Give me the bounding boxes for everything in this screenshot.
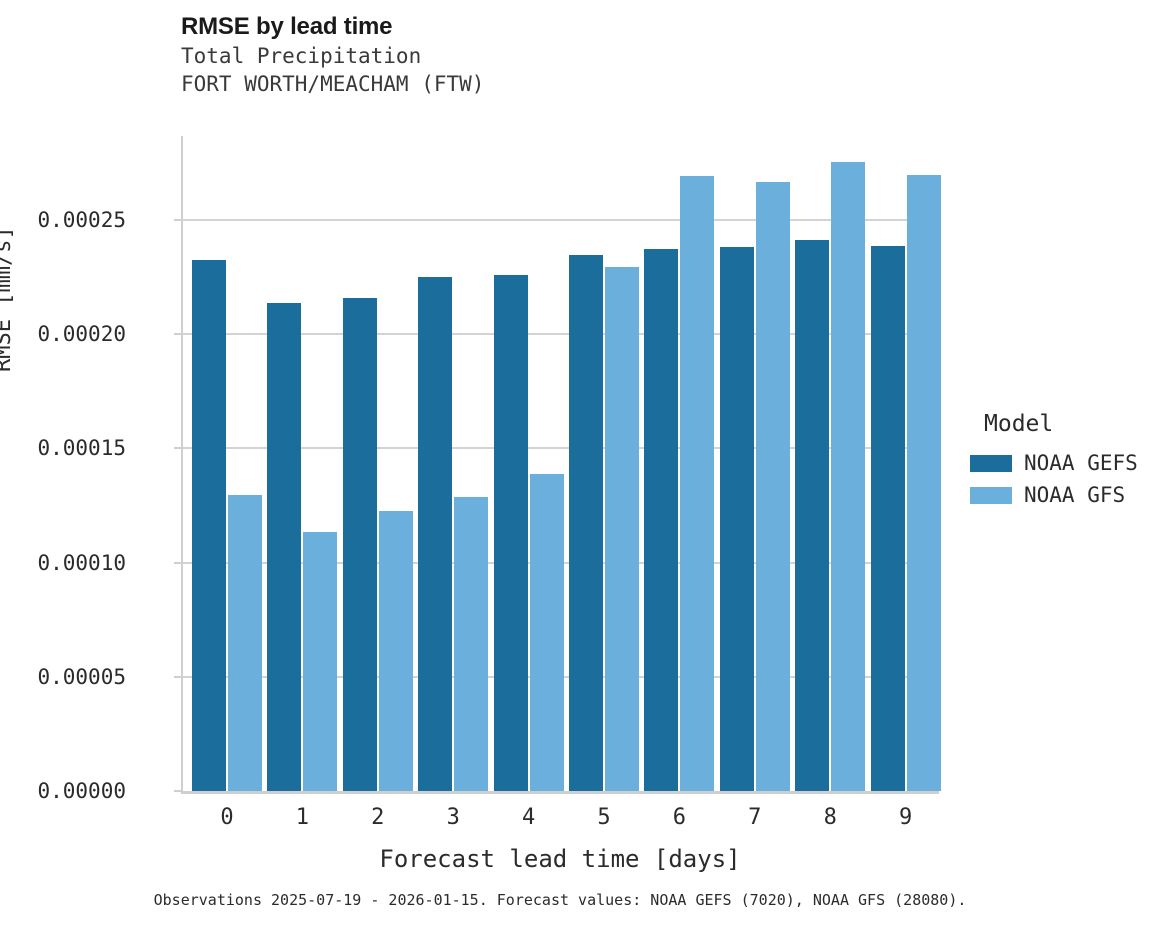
- x-axis-line: [181, 791, 939, 794]
- bar-noaa-gefs-day-1: [267, 302, 302, 791]
- bar-noaa-gefs-day-4: [493, 274, 528, 791]
- title-block: RMSE by lead time Total Precipitation FO…: [181, 12, 941, 98]
- bar-noaa-gfs-day-2: [378, 510, 413, 791]
- x-tick-label-3: 3: [446, 805, 460, 830]
- bar-noaa-gfs-day-0: [228, 495, 262, 791]
- bar-noaa-gfs-day-9: [906, 175, 941, 791]
- bar-noaa-gfs-day-8: [831, 162, 866, 791]
- legend-swatch-icon: [970, 454, 1012, 472]
- x-axis-tick-labels: 0 1 2 3 4 5 6 7 8 9: [181, 806, 939, 836]
- bar-noaa-gfs-day-6: [680, 176, 715, 791]
- x-tick-label-9: 9: [898, 805, 913, 830]
- y-tick-mark: [174, 675, 181, 678]
- x-tick-label-5: 5: [597, 805, 611, 830]
- bar-noaa-gefs-day-6: [644, 248, 679, 791]
- x-tick-label-1: 1: [295, 805, 310, 830]
- x-tick-label-0: 0: [220, 805, 234, 830]
- x-tick-label-8: 8: [823, 805, 837, 830]
- gridline: [183, 447, 939, 450]
- bar-noaa-gfs-day-5: [605, 266, 639, 791]
- y-tick-label: 0.00020: [37, 322, 126, 347]
- legend-item-noaa-gefs[interactable]: NOAA GEFS: [970, 448, 1170, 478]
- legend-swatch-icon: [970, 486, 1012, 504]
- bar-noaa-gefs-day-9: [870, 245, 905, 791]
- x-tick-label-4: 4: [521, 805, 536, 830]
- chart-title: RMSE by lead time: [181, 13, 393, 40]
- y-tick-mark: [174, 219, 181, 221]
- y-tick-label: 0.00000: [37, 779, 126, 803]
- y-tick-mark: [174, 561, 181, 564]
- legend-label: NOAA GFS: [1024, 482, 1126, 507]
- plot-area: [174, 136, 941, 794]
- legend-label: NOAA GEFS: [1024, 450, 1138, 475]
- y-tick-label: 0.00015: [37, 436, 126, 461]
- y-axis-tick-labels: 0.00000 0.00005 0.00010 0.00015 0.00020 0.000…: [0, 136, 126, 802]
- y-tick-mark: [174, 333, 181, 336]
- chart-subtitle-station: FORT WORTH/MEACHAM (FTW): [181, 72, 485, 96]
- bar-noaa-gefs-day-7: [719, 246, 754, 791]
- legend-item-noaa-gfs[interactable]: NOAA GFS: [970, 480, 1170, 510]
- chart-caption: Observations 2025-07-19 - 2026-01-15. Fo…: [153, 891, 967, 909]
- bar-noaa-gefs-day-3: [418, 276, 453, 791]
- y-tick-mark: [174, 790, 181, 792]
- bar-noaa-gfs-day-7: [755, 182, 790, 791]
- x-axis-label: Forecast lead time [days]: [379, 845, 741, 873]
- bar-noaa-gfs-day-4: [529, 473, 564, 791]
- bar-noaa-gefs-day-8: [795, 240, 830, 791]
- bar-noaa-gfs-day-3: [454, 497, 489, 791]
- y-axis-line: [181, 136, 183, 793]
- y-tick-mark: [174, 447, 181, 450]
- legend: Model NOAA GEFS NOAA GFS: [970, 410, 1170, 512]
- bar-noaa-gefs-day-0: [192, 259, 226, 791]
- bar-noaa-gefs-day-2: [342, 297, 377, 791]
- legend-title: Model: [984, 411, 1054, 437]
- legend-items: NOAA GEFS NOAA GFS: [970, 448, 1170, 510]
- x-tick-label-2: 2: [371, 805, 385, 830]
- y-tick-label: 0.00010: [37, 550, 126, 575]
- x-tick-label-7: 7: [748, 805, 762, 830]
- y-tick-label: 0.00005: [37, 664, 126, 689]
- chart-subtitle-variable: Total Precipitation: [181, 44, 422, 68]
- bar-noaa-gefs-day-5: [569, 254, 603, 791]
- gridline: [183, 333, 939, 336]
- y-tick-label: 0.00025: [37, 208, 126, 232]
- gridline: [183, 219, 939, 221]
- bar-noaa-gfs-day-1: [303, 532, 338, 791]
- x-tick-label-6: 6: [672, 805, 687, 830]
